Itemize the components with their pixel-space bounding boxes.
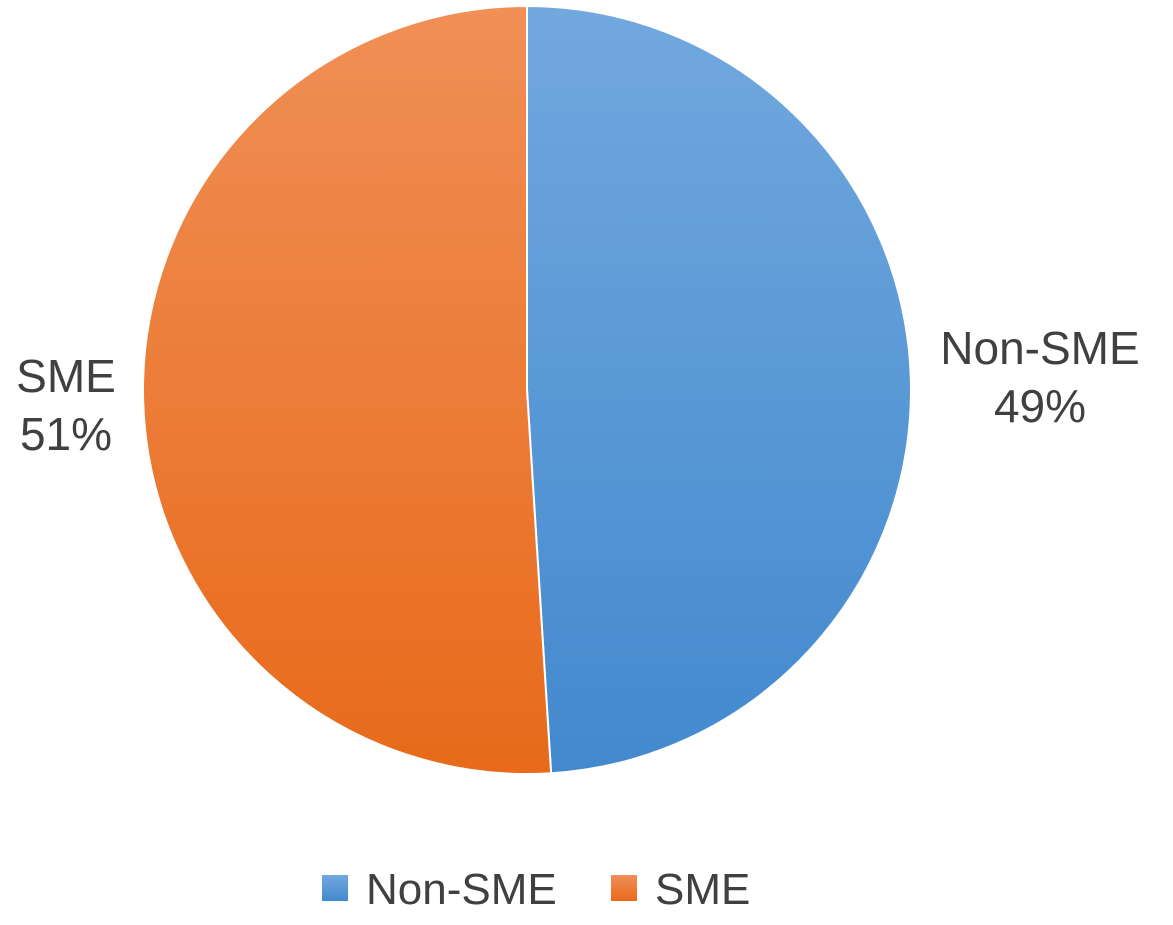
pie-data-labels: Non-SME 49% SME 51% bbox=[16, 322, 1140, 460]
legend-label-non-sme: Non-SME bbox=[366, 865, 557, 914]
data-label-non-sme: Non-SME 49% bbox=[940, 322, 1139, 432]
legend: Non-SME SME bbox=[322, 865, 750, 914]
legend-swatch-non-sme bbox=[322, 875, 348, 901]
pie-slices bbox=[142, 4, 912, 775]
data-label-sme: SME 51% bbox=[16, 350, 116, 460]
pie-slice-non-sme bbox=[526, 4, 912, 775]
legend-label-sme: SME bbox=[655, 865, 750, 914]
legend-swatch-sme bbox=[611, 875, 637, 901]
pie-slice-sme bbox=[142, 4, 553, 775]
